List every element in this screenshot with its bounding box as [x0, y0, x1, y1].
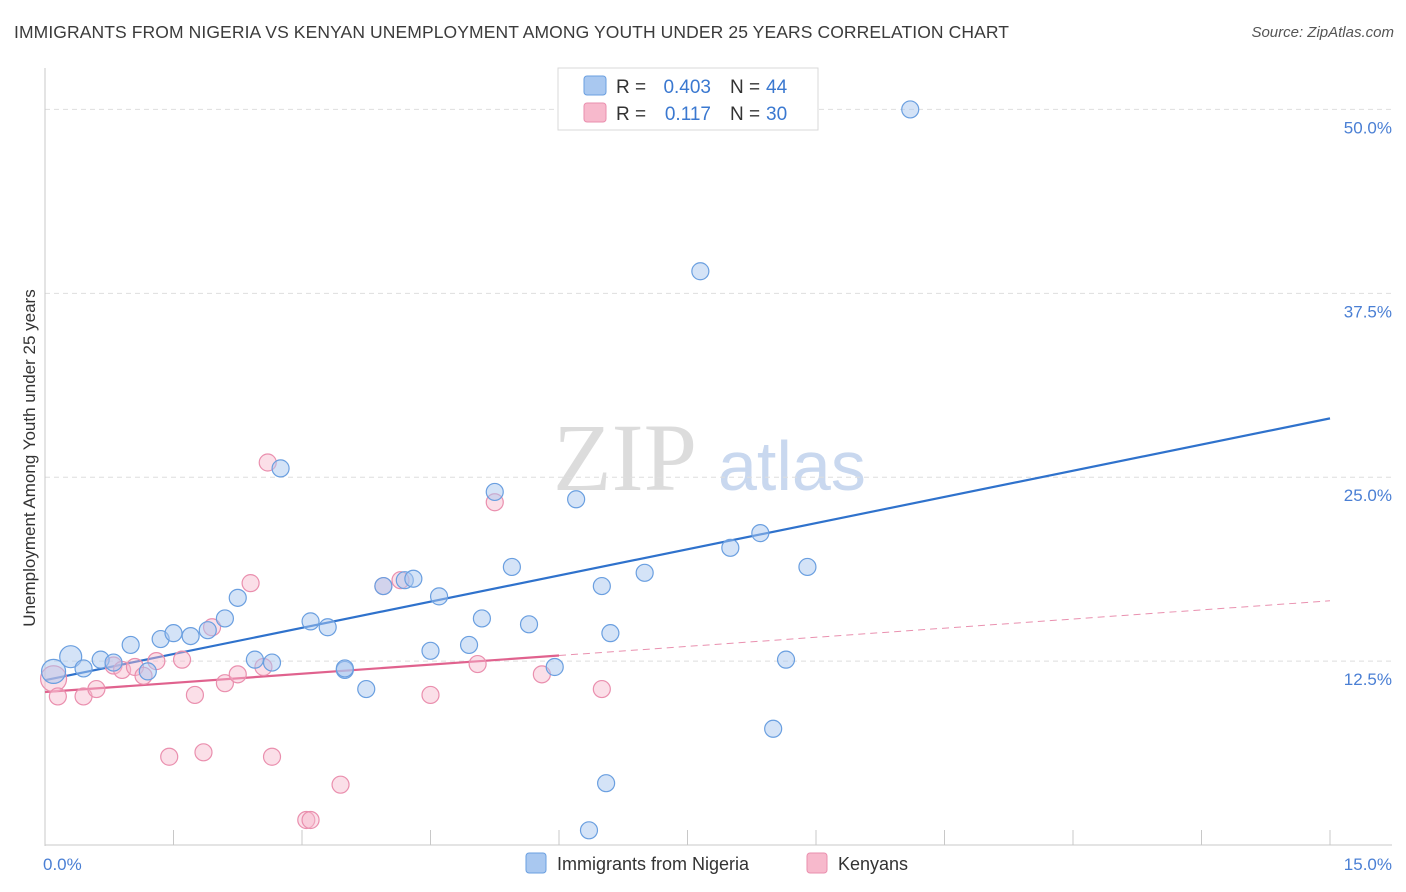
kenyans-point	[172, 650, 192, 669]
nigeria-point	[472, 609, 491, 628]
kenyans-point	[468, 654, 487, 674]
nigeria-point	[121, 635, 140, 655]
kenyans-point	[215, 674, 234, 693]
nigeria-point	[597, 774, 616, 793]
nigeria-point	[601, 624, 620, 643]
trend-lines	[44, 417, 1331, 694]
legend-r-label-nigeria: R =	[616, 77, 646, 98]
watermark-atlas: atlas	[718, 427, 866, 505]
nigeria-point	[459, 635, 479, 655]
legend-n-value-kenya: 30	[766, 104, 787, 125]
nigeria-point	[245, 650, 264, 669]
watermark: ZIP atlas	[553, 404, 866, 511]
kenyans-point	[421, 685, 440, 705]
nigeria-point	[635, 563, 654, 582]
nigeria-point	[579, 821, 599, 840]
nigeria-point	[592, 576, 611, 596]
kenyans-point	[87, 679, 106, 699]
legend-n-label-nigeria: N =	[730, 77, 760, 98]
y-tick-label-3: 50.0%	[1344, 118, 1392, 137]
nigeria-point	[164, 624, 183, 643]
nigeria-point	[40, 658, 67, 685]
kenyans-point	[297, 810, 316, 830]
nigeria-point	[545, 657, 564, 677]
nigeria-point	[215, 609, 234, 628]
bottom-legend-label-nigeria: Immigrants from Nigeria	[557, 854, 750, 874]
bottom-legend-label-kenya: Kenyans	[838, 854, 908, 874]
nigeria-point	[228, 588, 247, 607]
nigeria-point	[485, 482, 504, 502]
kenyans-point	[241, 574, 260, 593]
nigeria-point	[374, 576, 393, 596]
legend-r-label-kenya: R =	[616, 104, 646, 125]
nigeria-point	[798, 557, 817, 577]
nigeria-point	[721, 538, 740, 557]
legend-swatch-nigeria	[583, 75, 607, 96]
nigeria-point	[357, 679, 376, 699]
nigeria-point	[776, 650, 796, 669]
legend-n-value-nigeria: 44	[766, 77, 788, 98]
nigeria-point	[335, 659, 354, 678]
kenyans-point	[592, 679, 611, 699]
nigeria-point	[421, 641, 440, 660]
nigeria-point	[691, 262, 710, 281]
kenyans-point	[185, 685, 205, 705]
bottom-legend-swatch-kenya	[806, 852, 828, 874]
nigeria-point	[104, 653, 123, 672]
legend-r-value-nigeria: 0.403	[663, 77, 711, 98]
nigeria-point	[262, 653, 282, 672]
nigeria-point	[567, 490, 586, 509]
nigeria-point	[751, 524, 770, 543]
nigeria-points	[40, 100, 920, 840]
y-tick-labels: 12.5% 25.0% 37.5% 50.0%	[1344, 118, 1392, 689]
nigeria-point	[59, 645, 83, 669]
trend-line-nigeria	[44, 417, 1331, 682]
kenyans-point	[160, 747, 179, 766]
x-tick-label-max: 15.0%	[1344, 855, 1392, 874]
trend-line-kenya	[44, 654, 560, 694]
nigeria-point	[502, 557, 521, 577]
y-axis-label: Unemployment Among Youth under 25 years	[20, 289, 39, 626]
nigeria-point	[764, 719, 783, 738]
kenyans-point	[194, 743, 213, 762]
legend-n-label-kenya: N =	[730, 104, 760, 125]
kenyans-point	[228, 665, 247, 684]
nigeria-point	[519, 615, 539, 634]
nigeria-point	[198, 621, 217, 640]
bottom-legend-swatch-nigeria	[525, 852, 547, 874]
nigeria-point	[404, 569, 423, 588]
nigeria-point	[181, 626, 200, 646]
nigeria-point	[74, 659, 93, 678]
nigeria-point	[901, 100, 920, 119]
legend-r-value-kenya: 0.117	[665, 104, 711, 125]
nigeria-point	[318, 618, 337, 637]
y-tick-label-2: 37.5%	[1344, 302, 1392, 321]
legend: R = 0.403 N = 44 R = 0.117 N = 30	[557, 67, 819, 131]
x-tick-labels: 0.0% 15.0%	[43, 855, 1392, 874]
kenyans-point	[301, 810, 320, 830]
trend-line-kenya-extension	[558, 600, 1331, 657]
legend-swatch-kenya	[583, 102, 607, 123]
source-label: Source: ZipAtlas.com	[1251, 24, 1394, 41]
y-tick-label-1: 25.0%	[1344, 486, 1392, 505]
chart-title: IMMIGRANTS FROM NIGERIA VS KENYAN UNEMPL…	[14, 22, 1010, 42]
nigeria-point	[301, 612, 320, 631]
x-tick-marks	[173, 830, 1331, 845]
nigeria-point	[138, 662, 157, 681]
kenyans-point	[331, 775, 350, 794]
kenyans-point	[48, 687, 67, 706]
x-tick-label-min: 0.0%	[43, 855, 82, 874]
y-tick-label-0: 12.5%	[1344, 670, 1392, 689]
nigeria-point	[429, 587, 449, 606]
bottom-legend: Immigrants from Nigeria Kenyans	[525, 852, 908, 874]
kenyans-point	[262, 747, 282, 766]
nigeria-point	[271, 459, 290, 478]
